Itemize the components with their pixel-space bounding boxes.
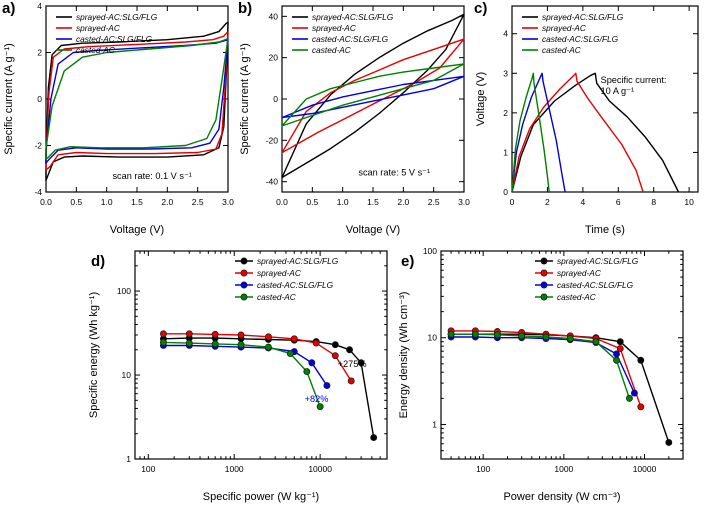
svg-text:casted-AC:SLG/FLG: casted-AC:SLG/FLG: [76, 34, 153, 44]
svg-text:0.0: 0.0: [40, 197, 52, 207]
svg-text:0: 0: [503, 187, 508, 197]
svg-text:1000: 1000: [225, 464, 244, 474]
svg-text:-40: -40: [266, 177, 279, 187]
svg-text:100: 100: [423, 246, 437, 256]
svg-text:0.5: 0.5: [306, 197, 318, 207]
svg-text:Voltage (V): Voltage (V): [475, 72, 487, 126]
svg-text:6: 6: [616, 197, 621, 207]
svg-text:100: 100: [141, 464, 155, 474]
svg-text:100: 100: [117, 286, 131, 296]
svg-text:+82%: +82%: [305, 394, 329, 404]
svg-text:Power density (W cm⁻³): Power density (W cm⁻³): [503, 491, 620, 503]
svg-text:casted-AC:SLG/FLG: casted-AC:SLG/FLG: [257, 280, 334, 290]
svg-text:Energy density (Wh cm⁻³): Energy density (Wh cm⁻³): [398, 292, 410, 419]
svg-text:4: 4: [37, 1, 42, 11]
svg-text:Time (s): Time (s): [585, 224, 625, 236]
svg-text:2.5: 2.5: [192, 197, 204, 207]
svg-text:1000: 1000: [554, 464, 573, 474]
svg-text:casted-AC: casted-AC: [76, 45, 116, 55]
svg-text:100: 100: [476, 464, 490, 474]
svg-text:Voltage (V): Voltage (V): [110, 224, 164, 236]
svg-text:sprayed-AC: sprayed-AC: [557, 268, 602, 278]
svg-text:2: 2: [37, 48, 42, 58]
svg-text:Specific current (A g⁻¹): Specific current (A g⁻¹): [3, 43, 15, 155]
svg-text:sprayed-AC:SLG/FLG: sprayed-AC:SLG/FLG: [257, 256, 339, 266]
svg-text:sprayed-AC: sprayed-AC: [76, 23, 121, 33]
svg-text:casted-AC: casted-AC: [557, 292, 597, 302]
svg-text:1.0: 1.0: [101, 197, 113, 207]
svg-text:sprayed-AC:SLG/FLG: sprayed-AC:SLG/FLG: [542, 12, 624, 22]
svg-text:sprayed-AC: sprayed-AC: [542, 23, 587, 33]
svg-text:casted-AC: casted-AC: [542, 45, 582, 55]
panel-letter-a: a): [2, 0, 16, 17]
svg-text:sprayed-AC:SLG/FLG: sprayed-AC:SLG/FLG: [76, 12, 158, 22]
svg-text:10: 10: [428, 333, 438, 343]
svg-text:10 A g⁻¹: 10 A g⁻¹: [601, 86, 634, 96]
ragone-volumetric-chart: 100 1000 10000 1 10 100 Power density (W cm⁻³)…: [398, 246, 684, 503]
svg-text:10: 10: [122, 370, 132, 380]
svg-text:0: 0: [510, 197, 515, 207]
svg-text:scan rate: 5 V s⁻¹: scan rate: 5 V s⁻¹: [358, 167, 430, 177]
svg-text:sprayed-AC: sprayed-AC: [257, 268, 302, 278]
svg-text:10000: 10000: [633, 464, 657, 474]
svg-text:casted-AC: casted-AC: [312, 45, 352, 55]
svg-text:4: 4: [503, 29, 508, 39]
svg-text:scan rate: 0.1 V s⁻¹: scan rate: 0.1 V s⁻¹: [112, 171, 191, 181]
svg-text:4: 4: [580, 197, 585, 207]
svg-text:0.0: 0.0: [276, 197, 288, 207]
svg-text:casted-AC:SLG/FLG: casted-AC:SLG/FLG: [542, 34, 619, 44]
svg-text:3.0: 3.0: [222, 197, 234, 207]
svg-text:-2: -2: [34, 141, 42, 151]
svg-text:10: 10: [684, 197, 694, 207]
svg-text:casted-AC:SLG/FLG: casted-AC:SLG/FLG: [312, 34, 389, 44]
svg-text:8: 8: [651, 197, 656, 207]
ragone-gravimetric-chart: 100 1000 10000 1 10 100 Specific power (W kg⁻¹…: [88, 250, 388, 503]
panel-letter-b: b): [238, 0, 253, 17]
svg-text:1.0: 1.0: [337, 197, 349, 207]
svg-text:Voltage (V): Voltage (V): [346, 224, 400, 236]
svg-text:sprayed-AC: sprayed-AC: [312, 23, 357, 33]
panel-a-cv-slow: a) 0.0 0.5 1.0 1.5 2.0 2.5 3.0 -4 -2 0 2 4 Voltage (…: [0, 0, 236, 240]
svg-text:2: 2: [503, 108, 508, 118]
svg-text:40: 40: [269, 11, 279, 21]
svg-text:sprayed-AC:SLG/FLG: sprayed-AC:SLG/FLG: [557, 256, 639, 266]
svg-text:2.5: 2.5: [428, 197, 440, 207]
svg-text:1: 1: [503, 147, 508, 157]
svg-text:Specific current:: Specific current:: [601, 75, 667, 85]
panel-letter-c: c): [474, 0, 488, 17]
panel-letter-e: e): [401, 253, 415, 270]
svg-text:2: 2: [545, 197, 550, 207]
svg-text:+275%: +275%: [338, 359, 367, 369]
svg-text:0.5: 0.5: [70, 197, 82, 207]
svg-text:sprayed-AC:SLG/FLG: sprayed-AC:SLG/FLG: [312, 12, 394, 22]
svg-text:3.0: 3.0: [458, 197, 470, 207]
svg-text:Specific energy (Wh kg⁻¹): Specific energy (Wh kg⁻¹): [88, 292, 100, 418]
svg-text:2.0: 2.0: [161, 197, 173, 207]
svg-text:-20: -20: [266, 135, 279, 145]
gcd-chart: 0 2 4 6 8 10 0 1 2 3 4 Time (s) Voltage (V) sprayed-A…: [475, 5, 699, 236]
panel-d-ragone-gravimetric: d) 100 1000 10000 1 10 100 Specific power (W k…: [85, 243, 400, 511]
svg-text:1: 1: [432, 419, 437, 429]
cv-chart-0p1vs: 0.0 0.5 1.0 1.5 2.0 2.5 3.0 -4 -2 0 2 4 Voltage (V) S…: [3, 1, 234, 236]
panel-e-ragone-volumetric: e) 100 1000 10000 1 10 100 Power density (W cm…: [395, 243, 705, 511]
svg-text:1.5: 1.5: [367, 197, 379, 207]
svg-text:2.0: 2.0: [397, 197, 409, 207]
svg-text:10000: 10000: [308, 464, 332, 474]
svg-text:20: 20: [269, 53, 279, 63]
svg-text:Specific power (W kg⁻¹): Specific power (W kg⁻¹): [203, 491, 319, 503]
cv-chart-5vs: 0.0 0.5 1.0 1.5 2.0 2.5 3.0 -40 -20 0 20 40 Voltage …: [239, 5, 470, 236]
svg-text:0: 0: [273, 94, 278, 104]
svg-text:1: 1: [126, 454, 131, 464]
panel-letter-d: d): [91, 253, 106, 270]
svg-text:1.5: 1.5: [131, 197, 143, 207]
svg-text:casted-AC:SLG/FLG: casted-AC:SLG/FLG: [557, 280, 634, 290]
svg-text:-4: -4: [34, 187, 42, 197]
svg-text:Specific current (A g⁻¹): Specific current (A g⁻¹): [239, 43, 251, 155]
svg-text:0: 0: [37, 94, 42, 104]
svg-text:casted-AC: casted-AC: [257, 292, 297, 302]
svg-text:3: 3: [503, 68, 508, 78]
panel-b-cv-fast: b) 0.0 0.5 1.0 1.5 2.0 2.5 3.0 -40 -20 0 20 40 Volta…: [236, 0, 472, 240]
panel-c-charge-discharge: c) 0 2 4 6 8 10 0 1 2 3 4 Time (s) Voltage (V) spraye…: [472, 0, 708, 240]
